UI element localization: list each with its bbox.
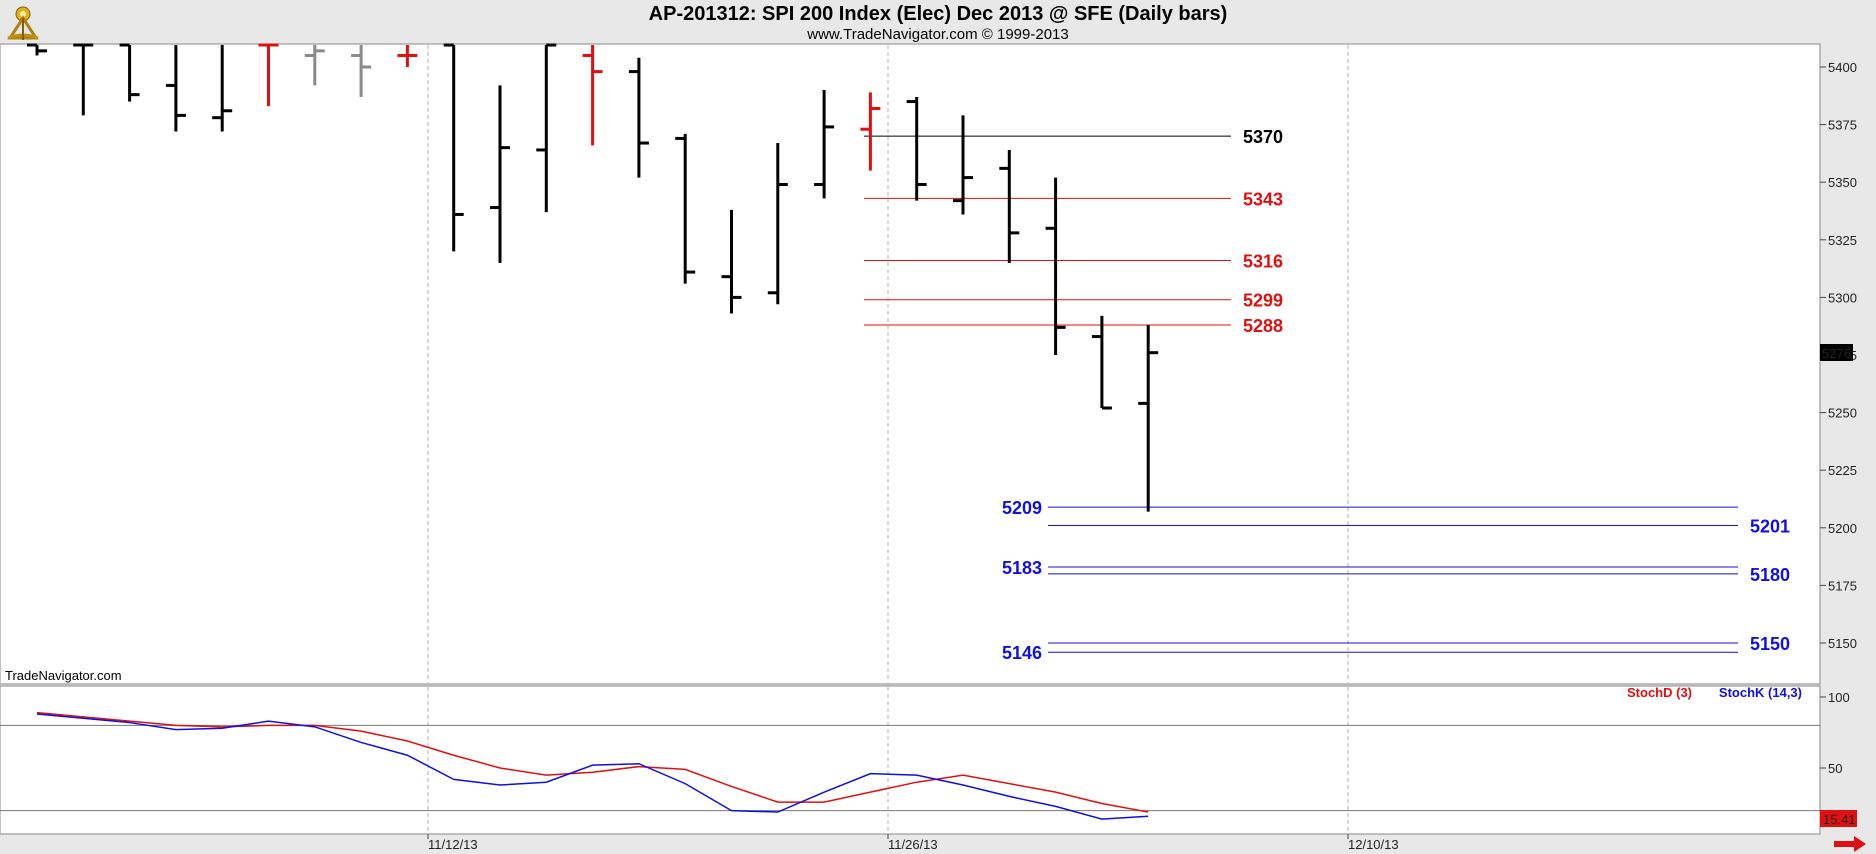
date-tick-label: 11/12/13 [428,837,478,852]
ohlc-bar [212,45,233,132]
ohlc-bar [536,43,557,213]
last-price-badge [1820,344,1853,361]
chart-header: AP-201312: SPI 200 Index (Elec) Dec 2013… [0,0,1876,44]
chart-subtitle: www.TradeNavigator.com © 1999-2013 [807,26,1069,43]
level-label-5183: 5183 [1002,558,1042,578]
ohlc-bar [443,43,464,252]
ohlc-bar [73,43,94,116]
price-tick-label: 5250 [1828,406,1857,421]
ohlc-bar [860,92,881,171]
date-tick-label: 12/10/13 [1348,837,1399,852]
ohlc-bar [675,133,696,284]
level-label-5316: 5316 [1243,252,1283,272]
price-tick-label: 5225 [1828,463,1857,478]
vertical-gridlines [427,45,1349,833]
ohlc-bar [767,143,788,305]
chart-title: AP-201312: SPI 200 Index (Elec) Dec 2013… [648,3,1228,25]
level-label-5209: 5209 [1002,498,1042,518]
level-label-5288: 5288 [1243,316,1283,336]
stochastic-legend: StochK (14,3) StochD (3) [1627,685,1802,700]
level-label-5150: 5150 [1750,634,1790,654]
ohlc-bar [1138,325,1159,512]
price-tick-label: 5400 [1828,60,1857,75]
level-label-5370: 5370 [1243,127,1283,147]
ohlc-bar [490,85,510,263]
legend-StochK: StochK (14,3) [1719,685,1802,700]
price-tick-label: 5150 [1828,636,1857,651]
ohlc-bar [27,43,47,56]
level-label-5146: 5146 [1002,643,1042,663]
ohlc-bar [165,45,186,132]
ohlc-bar [351,45,372,97]
date-tick-label: 11/26/13 [888,837,938,852]
watermark-text: TradeNavigator.com [5,668,122,683]
price-tick-label: 5375 [1828,118,1857,133]
ohlc-bar [814,90,835,199]
series-StochD [36,711,1149,813]
price-levels: 5370 5343 5316 5299 5288 5209 5201 5183 5180 5150… [864,127,1790,663]
level-label-5299: 5299 [1243,291,1283,311]
ohlc-bar [397,45,418,67]
series-StochK [36,713,1149,820]
price-tick-label: 5325 [1828,233,1857,248]
ohlc-bar [304,45,325,86]
stoch-last-badge [1820,810,1857,827]
ohlc-bar [119,43,140,102]
stoch-tick-label: 100 [1828,690,1850,705]
price-tick-label: 5200 [1828,521,1857,536]
price-tick-label: 5175 [1828,578,1857,593]
price-tick-label: 5300 [1828,290,1857,305]
stochastic-axis: 50 100 [1820,690,1850,776]
scroll-right-arrow-icon[interactable] [1834,836,1866,852]
price-panel [0,43,1821,685]
ohlc-bars [27,43,1159,512]
ohlc-bar [258,43,279,107]
ohlc-bar [1091,315,1112,410]
date-axis: 11/12/13 11/26/13 12/10/13 [427,834,1399,852]
level-label-5343: 5343 [1243,189,1283,209]
ohlc-bar [953,115,973,215]
ohlc-bar [628,57,649,178]
stoch-tick-label: 50 [1828,761,1842,776]
ohlc-bar [999,149,1020,263]
ohlc-bar [721,209,742,314]
stoch-last-label: 15.41 [1823,812,1856,827]
price-tick-label: 5350 [1828,175,1857,190]
ohlc-bar [1045,177,1066,355]
stochastic-lines [0,711,1820,820]
legend-StochD: StochD (3) [1627,685,1692,700]
ohlc-bar [582,45,603,146]
level-label-5180: 5180 [1750,565,1790,585]
ohlc-bar [906,96,927,201]
level-label-5201: 5201 [1750,516,1790,536]
last-price-label: 5276 [1822,346,1851,361]
sextant-logo-icon [7,6,39,40]
stochastic-panel [0,685,1821,835]
